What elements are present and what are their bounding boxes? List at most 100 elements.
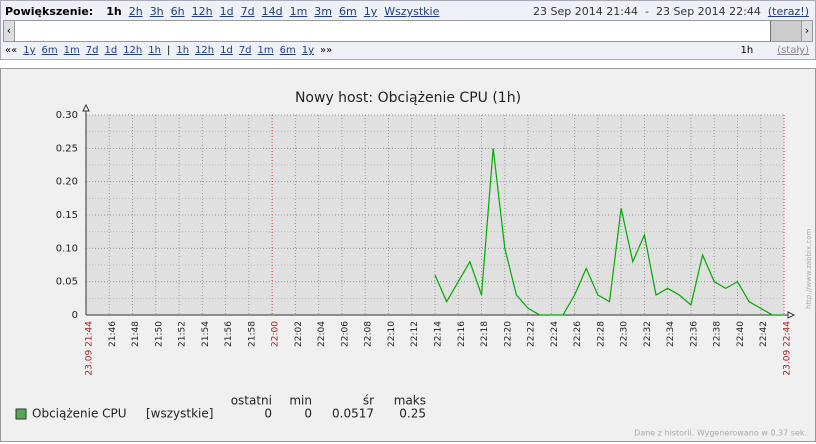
period-range: 23 Sep 2014 21:44 - 23 Sep 2014 22:44 (t… [533, 5, 809, 18]
x-tick-label: 22:20 [503, 321, 513, 347]
nav-period: 1h (stały) [740, 45, 809, 56]
period-sep: - [644, 5, 649, 18]
zoom-option[interactable]: 1d [219, 5, 234, 18]
nav-back-option[interactable]: 1d [104, 45, 118, 56]
zoom-option[interactable]: 2h [128, 5, 143, 18]
x-tick-label: 22:12 [410, 321, 420, 347]
graph-box: Nowy host: Obciążenie CPU (1h) 0 0.05 0.10… [0, 68, 816, 442]
nav-separator: | [166, 45, 171, 56]
x-tick-label: 23.09 22:44 [783, 321, 793, 376]
y-axis-arrow [82, 103, 90, 112]
nav-back-option[interactable]: 1y [23, 45, 36, 56]
nav-row: «« 1y 6m 1m 7d 1d 12h 1h | 1h 12h 1d 7d 1m 6m 1y »» [5, 45, 332, 56]
nav-back-option[interactable]: 1m [63, 45, 80, 56]
legend-header: min [289, 394, 312, 408]
zoom-option[interactable]: 6h [170, 5, 185, 18]
nav-back-option[interactable]: 7d [85, 45, 99, 56]
x-tick-label: 22:32 [643, 321, 653, 347]
fixed-link[interactable]: (stały) [777, 45, 809, 56]
x-tick-label: 23.09 21:44 [85, 321, 95, 376]
chart: Nowy host: Obciążenie CPU (1h) 0 0.05 0.10… [15, 90, 813, 438]
x-tick-label: 22:40 [736, 321, 746, 347]
nav-forward-option[interactable]: 1m [257, 45, 274, 56]
legend-swatch [15, 408, 27, 420]
zoom-option[interactable]: 12h [191, 5, 213, 18]
zoom-option[interactable]: 1y [363, 5, 378, 18]
x-axis-arrow [787, 311, 796, 319]
x-tick-label: 22:18 [480, 321, 490, 347]
nav-back-option[interactable]: 12h [123, 45, 143, 56]
nav-forward[interactable]: »» [320, 45, 333, 56]
x-tick-label: 22:24 [550, 321, 560, 347]
x-tick-label: 22:38 [713, 321, 723, 347]
x-tick-label: 22:10 [387, 321, 397, 347]
nav-forward-option[interactable]: 6m [279, 45, 296, 56]
zoom-option[interactable]: 3h [149, 5, 164, 18]
y-tick-label: 0.25 [56, 143, 78, 154]
nav-back-option[interactable]: 1h [148, 45, 161, 56]
x-tick-label: 22:00 [271, 321, 281, 347]
zoom-option[interactable]: 14d [261, 5, 283, 18]
legend-stat: 0 [304, 407, 312, 421]
x-tick-label: 22:22 [527, 321, 537, 347]
series-line [434, 148, 784, 316]
scroll-thumb[interactable] [770, 21, 802, 41]
period-from: 23 Sep 2014 21:44 [533, 5, 638, 18]
y-tick-label: 0.20 [56, 177, 78, 188]
zoom-row: Powiększenie: 1h 2h 3h 6h 12h 1d 7d 14d 1m 3m 6m 1y… [5, 5, 439, 18]
nav-back[interactable]: «« [5, 45, 18, 56]
nav-forward-option[interactable]: 1h [176, 45, 190, 56]
legend-header: ostatni [231, 394, 272, 408]
nav-forward-option[interactable]: 7d [238, 45, 252, 56]
x-tick-label: 22:34 [666, 321, 676, 347]
legend-header: maks [394, 394, 426, 408]
x-tick-label: 21:46 [108, 321, 118, 347]
x-tick-label: 22:14 [434, 321, 444, 347]
legend-stat: 0.0517 [332, 407, 374, 421]
period-to: 23 Sep 2014 22:44 [655, 5, 761, 18]
period-bar: Powiększenie: 1h 2h 3h 6h 12h 1d 7d 14d 1m 3m 6m 1y… [0, 0, 816, 60]
zoom-option[interactable]: 1h [106, 5, 122, 18]
legend-function: [wszystkie] [146, 407, 213, 421]
x-tick-label: 21:48 [131, 321, 141, 347]
y-tick-label: 0.05 [56, 277, 78, 288]
footer-note: Dane z historii. Wygenerowano w 0.37 sek… [634, 429, 807, 438]
x-tick-label: 22:04 [317, 321, 327, 347]
x-tick-label: 22:42 [759, 321, 769, 347]
legend-stat: 0.25 [399, 407, 426, 421]
credit: http://www.zabbix.com [805, 229, 813, 309]
x-tick-label: 21:52 [178, 321, 188, 347]
chart-title: Nowy host: Obciążenie CPU (1h) [295, 90, 521, 106]
nav-forward-option[interactable]: 12h [195, 45, 215, 56]
x-tick-label: 22:26 [573, 321, 583, 347]
nav-forward-option[interactable]: 1d [220, 45, 233, 56]
x-tick-label: 22:36 [689, 321, 699, 347]
y-tick-label: 0.15 [56, 210, 78, 221]
x-tick-label: 21:54 [201, 321, 211, 347]
y-tick-label: 0.30 [56, 110, 78, 121]
scrollbar[interactable]: ‹ › [3, 20, 813, 42]
legend-name: Obciążenie CPU [32, 407, 127, 421]
zoom-option[interactable]: 3m [314, 5, 333, 18]
nav-back-option[interactable]: 6m [41, 45, 58, 56]
x-tick-label: 22:06 [340, 321, 350, 347]
x-tick-label: 21:58 [247, 321, 257, 347]
zoom-option[interactable]: 1m [289, 5, 308, 18]
zoom-option[interactable]: 6m [339, 5, 357, 18]
legend-header: śr [363, 394, 374, 408]
x-tick-label: 22:08 [364, 321, 374, 347]
zoom-option[interactable]: Wszystkie [384, 5, 440, 18]
x-tick-label: 21:56 [224, 321, 234, 347]
scroll-left[interactable]: ‹ [4, 21, 15, 41]
x-tick-label: 22:30 [620, 321, 630, 347]
now-link[interactable]: (teraz!) [767, 5, 809, 18]
x-tick-label: 22:16 [457, 321, 467, 347]
zoom-option[interactable]: 7d [240, 5, 255, 18]
legend-stat: 0 [264, 407, 272, 421]
scroll-right[interactable]: › [801, 21, 812, 41]
nav-forward-option[interactable]: 1y [301, 45, 315, 56]
x-tick-label: 22:28 [596, 321, 606, 347]
y-tick-label: 0 [72, 310, 78, 321]
x-tick-label: 21:50 [154, 321, 164, 347]
